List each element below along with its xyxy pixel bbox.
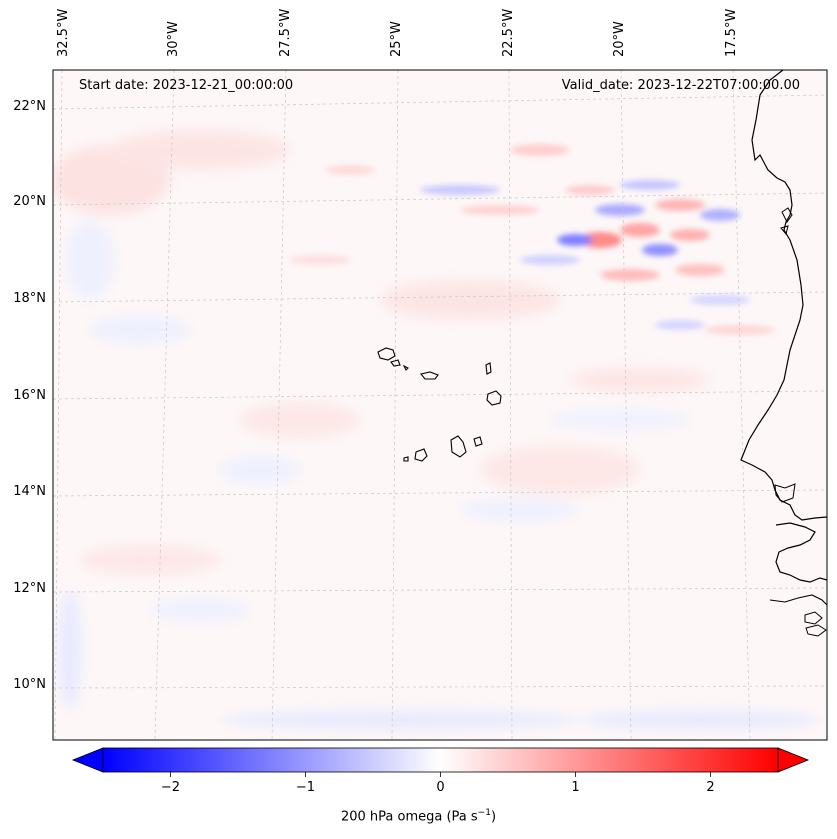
colorbar-tick-label: −2: [160, 780, 181, 795]
colorbar-label: 200 hPa omega (Pa s−1): [340, 808, 497, 825]
colorbar-tick-label: −1: [295, 780, 316, 795]
lat-label: 22°N: [13, 99, 46, 114]
lat-label: 20°N: [13, 194, 46, 209]
colorbar-tick-label: 1: [571, 780, 580, 795]
lon-label: 30°W: [166, 21, 181, 57]
lon-label: 32.5°W: [56, 8, 71, 57]
lon-label: 20°W: [612, 21, 627, 57]
lon-label: 17.5°W: [724, 8, 739, 57]
lat-label: 10°N: [13, 677, 46, 692]
lon-label: 27.5°W: [278, 8, 293, 57]
colorbar-tick-label: 0: [436, 780, 445, 795]
map-frame: [52, 69, 828, 741]
coastline-africa: [740, 70, 827, 521]
start-date-label: Start date: 2023-12-21_00:00:00: [79, 78, 294, 93]
colorbar-tick-label: 2: [706, 780, 715, 795]
valid-date-label: Valid_date: 2023-12-22T07:00:00.00: [561, 78, 800, 93]
lon-label: 25°W: [389, 21, 404, 57]
omega-field: [53, 70, 827, 740]
lat-label: 18°N: [13, 291, 46, 306]
lat-label: 12°N: [13, 581, 46, 596]
colorbar: [71, 747, 810, 777]
graticule: [53, 70, 827, 740]
lat-label: 16°N: [13, 388, 46, 403]
lon-label: 22.5°W: [501, 8, 516, 57]
lat-label: 14°N: [13, 484, 46, 499]
cape-verde-islands: [377, 347, 502, 462]
